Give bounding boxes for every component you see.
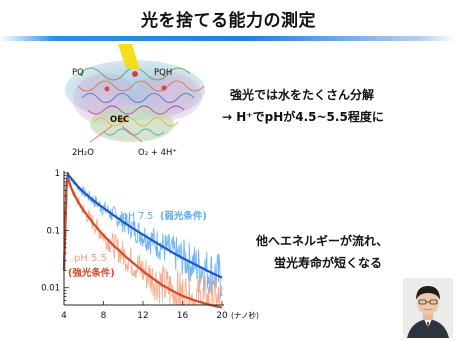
label-pq: PQ: [72, 68, 84, 78]
series-0-raw-data: [69, 176, 223, 298]
x-tick-label: 20: [216, 311, 228, 321]
protein-structure-diagram: [60, 44, 210, 162]
protein-structure-graphic: [65, 44, 205, 143]
series-0-condition-label: (弱光条件): [160, 210, 207, 222]
series-1-label: pH 5.5: [74, 253, 107, 264]
note-strong-light-line1: 強光では水をたくさん分解: [230, 88, 375, 102]
y-tick-label: 0.1: [46, 226, 60, 236]
series-1-line: [62, 177, 223, 309]
series-1-condition-label: (強光条件): [68, 267, 115, 279]
note-energy-line1: 他へエネルギーが流れ、: [256, 234, 389, 248]
presenter-photo: [403, 278, 453, 338]
label-water: 2H₂O: [72, 148, 94, 158]
x-tick-label: 8: [101, 311, 107, 321]
light-beam-icon: [118, 44, 140, 70]
x-tick-label: 16: [177, 311, 189, 321]
y-tick-label: 1: [55, 169, 60, 179]
slide-title: 光を捨てる能力の測定: [141, 11, 316, 31]
label-pqh: PQH: [154, 68, 173, 78]
note-strong-light-line2: → H⁺でpHが4.5~5.5程度に: [222, 110, 384, 124]
y-tick-label: 0.01: [41, 284, 60, 294]
series-0-label: pH 7.5: [122, 211, 153, 222]
x-tick-label: 12: [137, 311, 148, 321]
series-0-line: [62, 171, 223, 279]
presenter-portrait-icon: [403, 278, 453, 338]
label-oec: OEC: [110, 115, 130, 125]
title-divider: [0, 36, 457, 41]
chart-text-layer: 1 0.1 0.01 4 8 12 16 20 (ナノ秒) pH 7.5 (弱光条件) pH 5.5 (…: [41, 169, 259, 321]
series-1-raw-data: [69, 182, 223, 306]
chart-axes-layer: [63, 171, 224, 306]
x-unit-label: (ナノ秒): [231, 310, 259, 320]
chart-lines-layer: [62, 171, 223, 309]
label-oxygen-protons: O₂ + 4H⁺: [138, 148, 177, 158]
x-tick-label: 4: [61, 311, 67, 321]
note-energy-line2: 蛍光寿命が短くなる: [274, 256, 383, 270]
chart-noise-layer: [69, 176, 223, 306]
